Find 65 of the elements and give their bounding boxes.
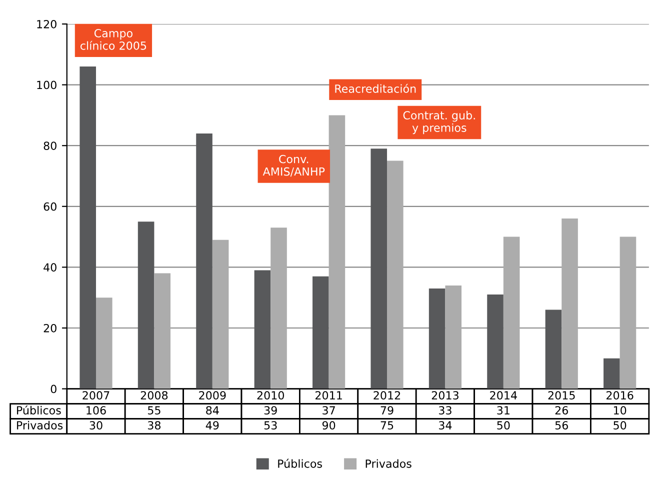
x-tick-label: 2015 [548, 391, 575, 400]
bar [328, 115, 346, 389]
bar [254, 270, 271, 389]
x-tick-label: 2012 [374, 391, 400, 400]
x-tick-label: 2008 [140, 391, 168, 400]
data-label: 53 [264, 421, 277, 430]
bar [212, 240, 229, 389]
y-tick-label: 20 [44, 324, 56, 332]
bar [370, 148, 388, 389]
x-tick-label: 2013 [432, 391, 458, 400]
annotation: Reacreditación [335, 84, 416, 93]
bar [545, 310, 562, 389]
bar [96, 298, 112, 389]
text: Públicos [17, 405, 61, 415]
data-label: 55 [148, 406, 160, 415]
legend-label: Privados [366, 459, 412, 468]
data-label: 33 [438, 406, 452, 415]
bar [562, 218, 578, 389]
x-tick-label: 2016 [606, 391, 634, 400]
y-tick-label: 100 [37, 80, 56, 90]
data-label: 37 [322, 406, 335, 415]
bar [270, 228, 287, 389]
bar [154, 273, 170, 389]
data-label: 26 [555, 406, 568, 415]
bar [80, 66, 96, 389]
y-tick-label: 60 [44, 202, 56, 211]
x-tick-label: 2007 [82, 391, 110, 400]
x-tick-label: 2011 [315, 391, 342, 400]
x-tick-label: 2009 [199, 391, 226, 400]
data-label: 56 [555, 421, 568, 430]
annotation: Conv. AMIS/ANHP [262, 154, 325, 177]
bar [604, 358, 620, 389]
data-label: 49 [206, 421, 219, 430]
y-tick-label: 120 [37, 20, 56, 28]
data-label: 75 [380, 421, 394, 430]
data-label: 31 [497, 406, 510, 415]
bar [312, 276, 329, 389]
data-label: 106 [86, 406, 106, 415]
annotation: Campo clínico 2005 [80, 29, 146, 50]
data-label: 79 [380, 406, 394, 415]
data-label: 50 [614, 421, 626, 430]
bar [445, 285, 462, 389]
x-tick-label: 2014 [490, 391, 517, 400]
x-tick-label: 2010 [257, 391, 284, 400]
legend-label: Públicos [278, 458, 322, 468]
data-label: 90 [322, 421, 336, 430]
y-tick-label: 0 [50, 384, 56, 394]
data-label: 84 [206, 406, 219, 415]
text: Privados [17, 420, 63, 430]
annotation: Contrat. gub. y premios [403, 110, 475, 134]
bar [138, 222, 154, 389]
data-label: 34 [438, 421, 452, 430]
bar [487, 294, 504, 389]
data-label: 39 [264, 406, 277, 415]
y-tick-label: 40 [44, 263, 56, 272]
y-tick-label: 80 [44, 142, 56, 150]
bar [503, 236, 520, 389]
data-label: 30 [90, 421, 102, 430]
bar [196, 133, 212, 389]
bar [620, 236, 636, 389]
data-label: 38 [148, 421, 161, 430]
bar [428, 288, 446, 389]
bar [387, 160, 404, 389]
data-label: 50 [497, 421, 510, 430]
data-label: 10 [614, 406, 626, 415]
